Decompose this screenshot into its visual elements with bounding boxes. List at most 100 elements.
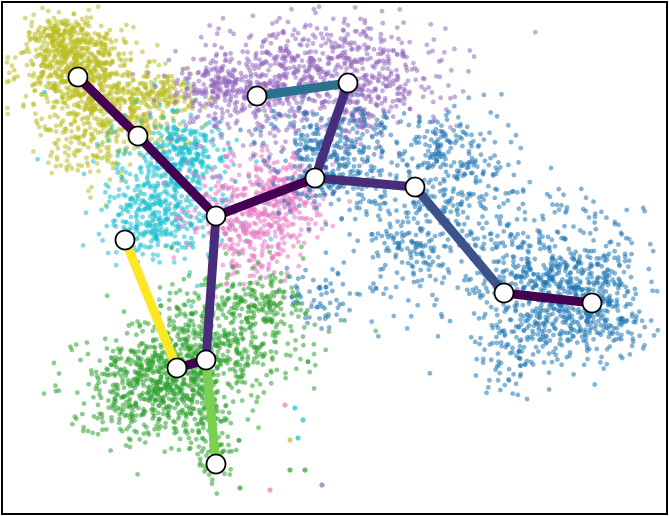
- cell-point-purple: [326, 37, 331, 42]
- cell-point-blue: [504, 267, 509, 273]
- cell-point-blue: [426, 239, 432, 244]
- cell-point-olive: [33, 54, 39, 60]
- cell-point-blue: [524, 270, 529, 276]
- cell-point-cyan: [94, 141, 100, 147]
- cell-point-olive: [64, 158, 70, 164]
- cell-point-blue: [552, 209, 558, 215]
- cell-point-blue: [583, 208, 589, 214]
- cell-point-olive: [71, 28, 77, 34]
- cell-point-pink: [289, 165, 294, 171]
- cell-point-olive: [49, 149, 55, 155]
- cell-point-purple: [248, 71, 254, 77]
- cell-point-purple: [296, 127, 302, 133]
- cell-point-olive: [147, 130, 153, 136]
- cell-point-blue: [610, 277, 616, 283]
- cell-point-blue: [372, 127, 377, 132]
- cell-point-blue: [436, 262, 441, 268]
- cell-point-purple: [188, 115, 194, 121]
- cell-point-blue: [441, 208, 447, 214]
- cell-point-pink: [297, 252, 303, 258]
- cell-point-cyan: [200, 225, 206, 230]
- cell-point-blue: [298, 141, 304, 147]
- cell-point-blue: [483, 192, 489, 197]
- cell-point-purple: [382, 98, 388, 104]
- cell-point-pink: [281, 240, 287, 246]
- cell-point-olive: [31, 81, 37, 87]
- cell-point-blue: [535, 228, 541, 233]
- cell-point-blue: [382, 189, 388, 194]
- cell-point-olive: [169, 73, 175, 79]
- cell-point-purple: [220, 15, 226, 21]
- cell-point-blue: [373, 286, 379, 291]
- cell-point-blue: [508, 317, 514, 323]
- cell-point-olive: [27, 30, 33, 36]
- cell-point-cyan: [142, 207, 147, 213]
- cell-point-cyan: [159, 220, 164, 226]
- cell-point-pink: [263, 208, 269, 214]
- cell-point-olive: [107, 37, 113, 42]
- cell-point-cyan: [96, 231, 102, 237]
- cell-point-olive: [102, 78, 108, 83]
- cell-point-olive: [62, 100, 67, 106]
- cell-point-blue: [439, 280, 445, 286]
- cell-point-blue: [395, 163, 400, 168]
- cell-point-olive: [47, 114, 53, 120]
- cell-point-purple: [304, 43, 310, 48]
- cell-point-pink: [285, 254, 291, 259]
- cell-point-blue: [500, 240, 506, 246]
- cell-point-cyan: [154, 222, 159, 228]
- cell-point-olive: [144, 91, 150, 97]
- cell-point-pink: [284, 270, 290, 276]
- cell-point-blue: [311, 151, 316, 157]
- cell-point-olive: [58, 33, 64, 38]
- cell-point-olive: [129, 93, 135, 99]
- cell-point-blue: [514, 303, 520, 308]
- cell-point-pink: [274, 259, 280, 265]
- cell-point-purple: [256, 65, 262, 71]
- cell-point-purple: [379, 101, 384, 106]
- cell-point-blue: [286, 114, 292, 119]
- cell-point-olive: [53, 88, 59, 93]
- cell-point-blue: [633, 291, 639, 297]
- cell-point-pink: [192, 208, 198, 213]
- cell-point-blue: [297, 163, 303, 169]
- cell-point-blue: [609, 268, 615, 274]
- cell-point-blue: [406, 169, 412, 174]
- cell-point-blue: [619, 232, 625, 237]
- cell-point-blue: [320, 187, 325, 193]
- cell-point-purple: [285, 38, 291, 44]
- cell-point-olive: [22, 15, 28, 21]
- cell-point-blue: [377, 130, 383, 136]
- cell-point-purple: [258, 133, 264, 138]
- cell-point-blue: [497, 164, 503, 170]
- cell-point-blue: [431, 248, 437, 254]
- cell-point-olive: [117, 56, 123, 62]
- cell-point-blue: [414, 259, 420, 265]
- cell-point-blue: [286, 201, 291, 207]
- cell-point-olive: [63, 60, 69, 65]
- cell-point-purple: [326, 69, 331, 75]
- cell-point-olive: [56, 9, 62, 15]
- cell-point-purple: [390, 114, 396, 120]
- cell-point-olive: [136, 105, 142, 111]
- cell-point-blue: [494, 259, 500, 265]
- cell-point-cyan: [121, 151, 127, 157]
- cell-point-cyan: [156, 297, 162, 303]
- cell-point-olive: [49, 73, 55, 79]
- cell-point-blue: [395, 246, 400, 251]
- cell-point-cyan: [123, 193, 128, 199]
- cell-point-blue: [612, 282, 618, 287]
- cell-point-cyan: [35, 156, 40, 162]
- cell-point-blue: [461, 277, 467, 283]
- cell-point-blue: [392, 197, 398, 203]
- cell-point-pink: [260, 242, 265, 248]
- cell-point-olive: [94, 153, 100, 158]
- cell-point-purple: [303, 75, 308, 81]
- cell-point-pink: [161, 180, 167, 185]
- cell-point-olive: [45, 41, 51, 46]
- cell-point-purple: [147, 111, 153, 116]
- cell-point-blue: [292, 137, 298, 143]
- cell-point-blue: [532, 256, 538, 262]
- cell-point-cyan: [146, 220, 152, 225]
- cell-point-blue: [571, 372, 576, 377]
